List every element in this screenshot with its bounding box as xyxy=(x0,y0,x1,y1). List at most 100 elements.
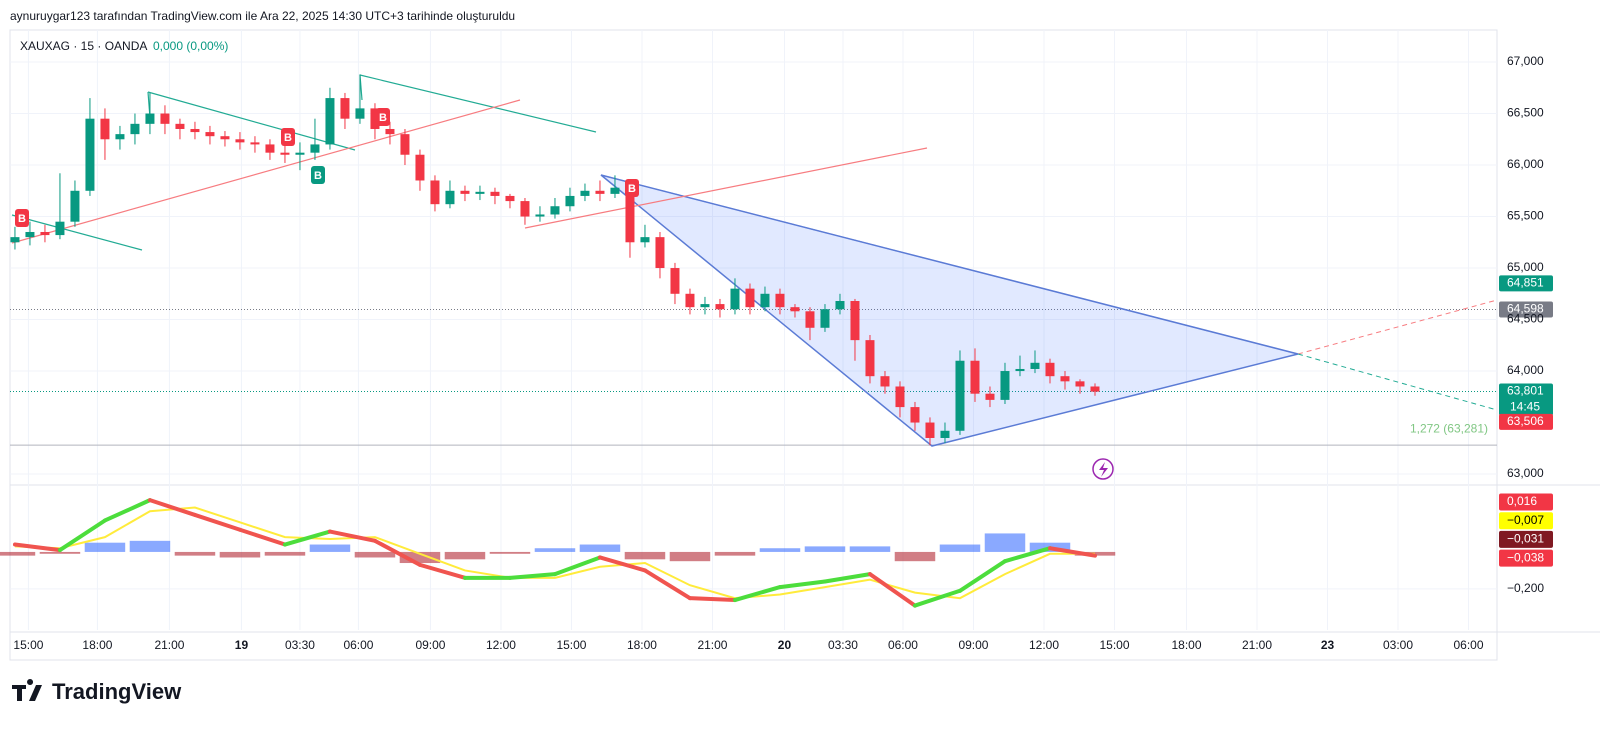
trend-line xyxy=(524,147,928,229)
candle-body xyxy=(640,237,650,243)
candle-body xyxy=(700,304,710,308)
fast-line xyxy=(102,498,152,523)
candle-body xyxy=(880,376,890,387)
candle-body xyxy=(70,190,80,222)
histogram-bar xyxy=(0,551,36,556)
candle-body xyxy=(550,206,560,215)
candle-body xyxy=(385,128,395,135)
indicator-badge-label: −0,007 xyxy=(1507,513,1544,527)
indicator-badge-label: −0,038 xyxy=(1507,550,1544,564)
histogram-bar xyxy=(939,544,981,552)
lightning xyxy=(1099,462,1108,477)
brand-logo: TradingView xyxy=(12,679,182,704)
signal-label: B xyxy=(379,112,387,124)
logo-mark xyxy=(12,679,42,701)
symbol: XAUXAG · 15 · OANDA xyxy=(20,39,147,53)
header: aynuruygar123 tarafından TradingView.com… xyxy=(10,9,515,23)
extension-red xyxy=(1297,299,1498,355)
candle-body xyxy=(595,190,605,194)
candle-body xyxy=(175,123,185,129)
candle-body xyxy=(430,180,440,205)
fast-line xyxy=(597,555,647,573)
histogram-bar xyxy=(129,540,171,552)
x-tick-label: 23 xyxy=(1321,638,1335,652)
histogram-bar xyxy=(804,546,846,552)
x-tick-label: 09:00 xyxy=(415,638,445,652)
histogram-bar xyxy=(624,551,666,560)
x-tick-label: 15:00 xyxy=(1099,638,1129,652)
candle-body xyxy=(10,237,20,243)
candle-body xyxy=(295,152,305,155)
candle-body xyxy=(790,307,800,312)
indicator-badge-label: 0,016 xyxy=(1507,494,1537,508)
candle-body xyxy=(280,152,290,155)
x-tick-label: 20 xyxy=(778,638,792,652)
fast-line xyxy=(12,542,62,553)
signal-label: B xyxy=(284,132,292,144)
fast-line xyxy=(327,529,377,543)
candle-body xyxy=(130,123,140,135)
histogram-bar xyxy=(444,551,486,560)
x-tick-label: 19 xyxy=(235,638,249,652)
candle-body xyxy=(955,360,965,431)
x-tick-label: 15:00 xyxy=(556,638,586,652)
fast-line xyxy=(867,572,917,608)
countdown: 14:45 xyxy=(1510,400,1540,414)
candle-body xyxy=(250,142,260,145)
candle-body xyxy=(310,144,320,153)
event-icon[interactable] xyxy=(1092,458,1114,480)
y-tick-label: 63,000 xyxy=(1507,466,1544,480)
trend-line xyxy=(147,91,356,151)
fast-line xyxy=(372,538,422,567)
y-tick-label: 65,000 xyxy=(1507,260,1544,274)
x-tick-label: 18:00 xyxy=(82,638,112,652)
fast-line xyxy=(552,555,602,577)
candle-body xyxy=(850,300,860,341)
candle-body xyxy=(820,309,830,328)
y-tick-label: −0,200 xyxy=(1507,581,1544,595)
x-tick-label: 18:00 xyxy=(1171,638,1201,652)
x-tick-label: 18:00 xyxy=(627,638,657,652)
histogram-bar xyxy=(309,544,351,552)
x-tick-label: 21:00 xyxy=(154,638,184,652)
histogram-bar xyxy=(669,551,711,562)
histogram-bar xyxy=(984,533,1026,552)
candle-body xyxy=(355,108,365,119)
price-badge-label: 64,851 xyxy=(1507,276,1544,290)
candle-body xyxy=(610,187,620,194)
candle-body xyxy=(40,231,50,236)
y-tick-label: 65,500 xyxy=(1507,209,1544,223)
x-tick-label: 06:00 xyxy=(888,638,918,652)
candle-body xyxy=(235,139,245,143)
price-badge-label: 64,598 xyxy=(1507,302,1544,316)
candle-body xyxy=(415,154,425,181)
candle-body xyxy=(745,288,755,308)
candle-body xyxy=(490,191,500,196)
fast-line xyxy=(57,518,107,553)
candle-body xyxy=(520,201,530,217)
x-tick-label: 06:00 xyxy=(343,638,373,652)
candle-body xyxy=(1060,376,1070,382)
price-badge xyxy=(1499,413,1553,430)
fast-line xyxy=(912,588,962,608)
candle-body xyxy=(475,191,485,194)
candle-body xyxy=(940,430,950,438)
histogram-bar xyxy=(489,551,531,554)
candle-body xyxy=(580,190,590,196)
candle-body xyxy=(805,311,815,328)
indicator-badge xyxy=(1499,493,1553,511)
candle-body xyxy=(145,113,155,124)
fast-line xyxy=(147,498,197,517)
x-tick-label: 03:30 xyxy=(285,638,315,652)
fast-line xyxy=(1047,546,1097,558)
y-tick-label: 67,000 xyxy=(1507,54,1544,68)
histogram-bar xyxy=(84,542,126,552)
candle-body xyxy=(160,113,170,124)
dashed-edge xyxy=(600,174,1299,355)
candle-body xyxy=(1045,362,1055,377)
candle-body xyxy=(445,190,455,205)
indicator-badge xyxy=(1499,549,1553,567)
x-tick-label: 03:00 xyxy=(1383,638,1413,652)
fast-line xyxy=(192,512,242,532)
histogram-bar xyxy=(39,551,81,554)
